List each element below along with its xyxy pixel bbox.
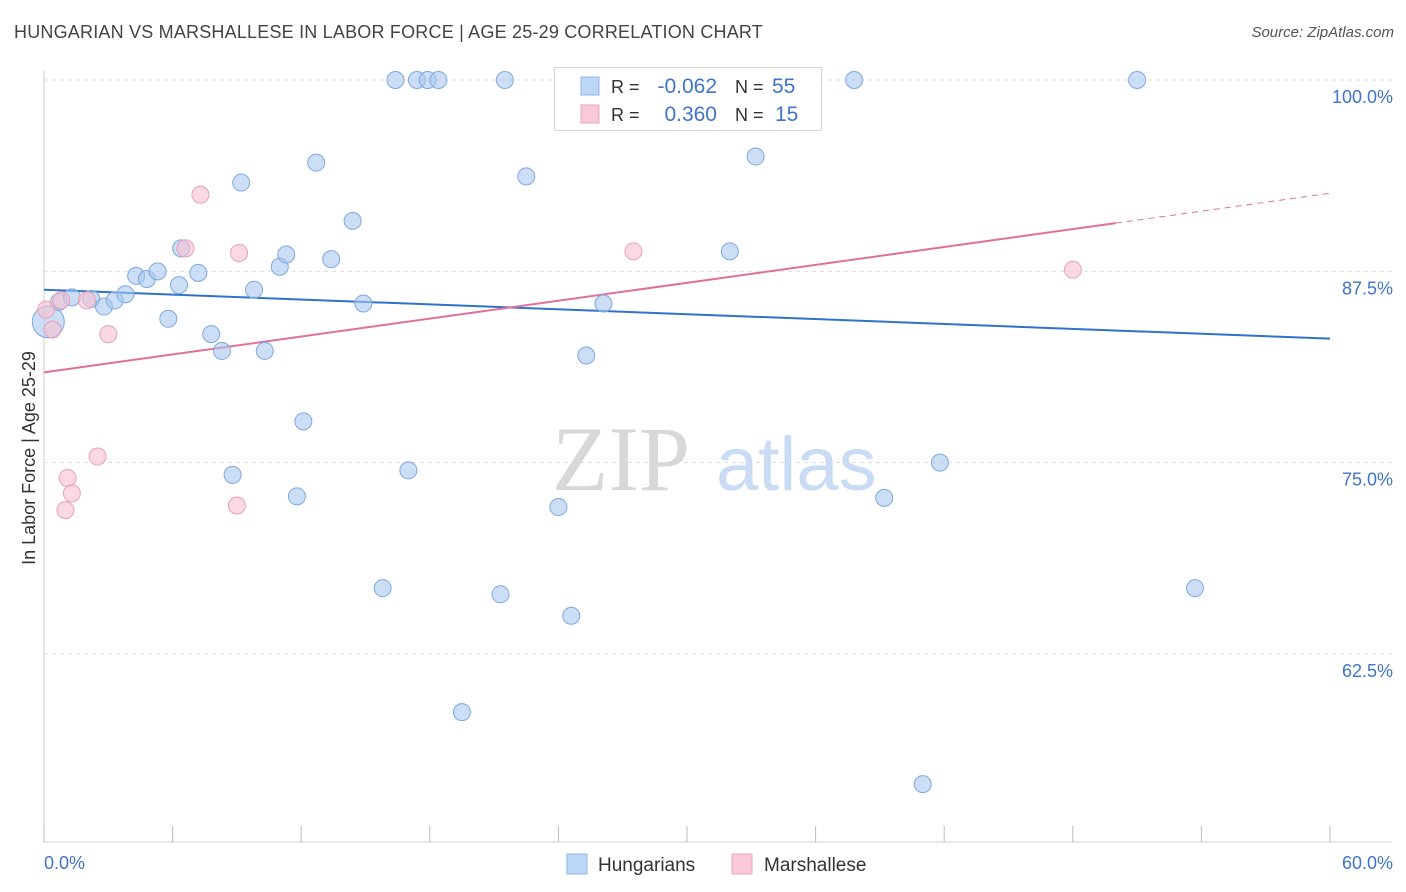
y-axis-label: In Labor Force | Age 25-29	[19, 351, 39, 565]
hungarian-point	[212, 341, 231, 360]
legend-r-value-2: 0.360	[664, 103, 717, 126]
marshallese-point	[77, 291, 96, 310]
hungarian-point	[549, 498, 568, 517]
hungarian-point	[148, 262, 167, 281]
marshallese-swatch	[580, 104, 600, 124]
hungarian-point	[517, 167, 536, 186]
legend-n-value-1: 55	[772, 75, 795, 98]
trend-lines	[43, 192, 1331, 374]
hungarian-point	[170, 276, 189, 295]
hungarian-point	[223, 465, 242, 484]
marshallese-point	[191, 185, 210, 204]
legend-r-label-2: R =	[611, 105, 640, 125]
marshallese-point	[37, 300, 56, 319]
watermark-atlas: atlas	[716, 422, 877, 507]
source-label: Source: ZipAtlas.com	[1251, 24, 1394, 41]
marshallese-legend-label: Marshallese	[764, 855, 866, 876]
grid-lines	[44, 79, 1392, 655]
hungarian-point	[307, 153, 326, 172]
marshallese-point	[624, 242, 643, 261]
marshallese-point	[176, 239, 195, 258]
marshallese-point	[230, 243, 249, 262]
hungarian-point	[845, 71, 864, 89]
legend-n-label-1: N =	[735, 77, 764, 97]
hungarian-point	[202, 325, 221, 344]
hungarian-point	[930, 453, 949, 472]
hungarian-point	[116, 285, 135, 304]
hungarian-point	[399, 461, 418, 480]
hungarian-point	[429, 71, 448, 89]
hungarian-point	[913, 775, 932, 794]
hungarians-trend-line	[43, 288, 1331, 340]
hungarian-point	[875, 488, 894, 507]
hungarian-point	[562, 606, 581, 625]
hungarian-point	[255, 341, 274, 360]
hungarian-point	[287, 487, 306, 506]
x-tick-label-1: 60.0%	[1342, 853, 1393, 873]
marshallese-point	[56, 501, 75, 520]
hungarian-point	[495, 71, 514, 89]
hungarian-point	[1185, 579, 1204, 598]
stats-legend: R = -0.062 N = 55 R = 0.360 N = 15	[554, 67, 822, 131]
hungarian-point	[294, 412, 313, 431]
hungarian-point	[1128, 71, 1147, 89]
watermark-zip: ZIP	[552, 408, 690, 510]
hungarian-point	[452, 703, 471, 722]
hungarian-point	[577, 346, 596, 365]
hungarian-point	[189, 263, 208, 282]
marshallese-point	[99, 325, 118, 344]
tick-labels: 62.5% 75.0% 87.5% 100.0% 0.0% 60.0%	[44, 87, 1393, 873]
hungarian-point	[232, 173, 251, 192]
hungarian-point	[245, 280, 264, 299]
axes	[43, 70, 1392, 843]
y-tick-label-3: 100.0%	[1332, 87, 1393, 107]
y-tick-label-0: 62.5%	[1342, 661, 1393, 681]
hungarian-point	[354, 294, 373, 313]
legend-n-label-2: N =	[735, 105, 764, 125]
chart-title: HUNGARIAN VS MARSHALLESE IN LABOR FORCE …	[14, 22, 763, 42]
hungarian-point	[720, 242, 739, 261]
hungarian-point	[491, 585, 510, 604]
hungarian-point	[277, 245, 296, 264]
marshallese-point	[88, 447, 107, 466]
y-tick-label-2: 87.5%	[1342, 278, 1393, 298]
x-tick-label-0: 0.0%	[44, 853, 85, 873]
legend-r-value-1: -0.062	[657, 75, 717, 98]
marshallese-point	[52, 291, 71, 310]
marshallese-point	[58, 468, 77, 487]
hungarian-point	[594, 294, 613, 313]
y-tick-label-1: 75.0%	[1342, 470, 1393, 490]
hungarian-point	[373, 579, 392, 598]
marshallese-point	[62, 484, 81, 503]
hungarian-point	[159, 309, 178, 328]
legend-n-value-2: 15	[775, 103, 798, 126]
hungarians-legend-label: Hungarians	[598, 855, 695, 876]
legend-r-label-1: R =	[611, 77, 640, 97]
marshallese-trend-extension	[1115, 192, 1331, 224]
marshallese-point	[1063, 260, 1082, 279]
hungarians-swatch	[580, 76, 600, 96]
marshallese-point	[43, 320, 62, 339]
marshallese-point	[227, 496, 246, 515]
hungarian-point	[343, 211, 362, 230]
hungarians-legend-swatch	[566, 853, 588, 875]
hungarian-point	[746, 147, 765, 166]
marshallese-legend-swatch	[731, 853, 753, 875]
hungarian-point	[322, 250, 341, 269]
hungarian-point	[386, 71, 405, 89]
